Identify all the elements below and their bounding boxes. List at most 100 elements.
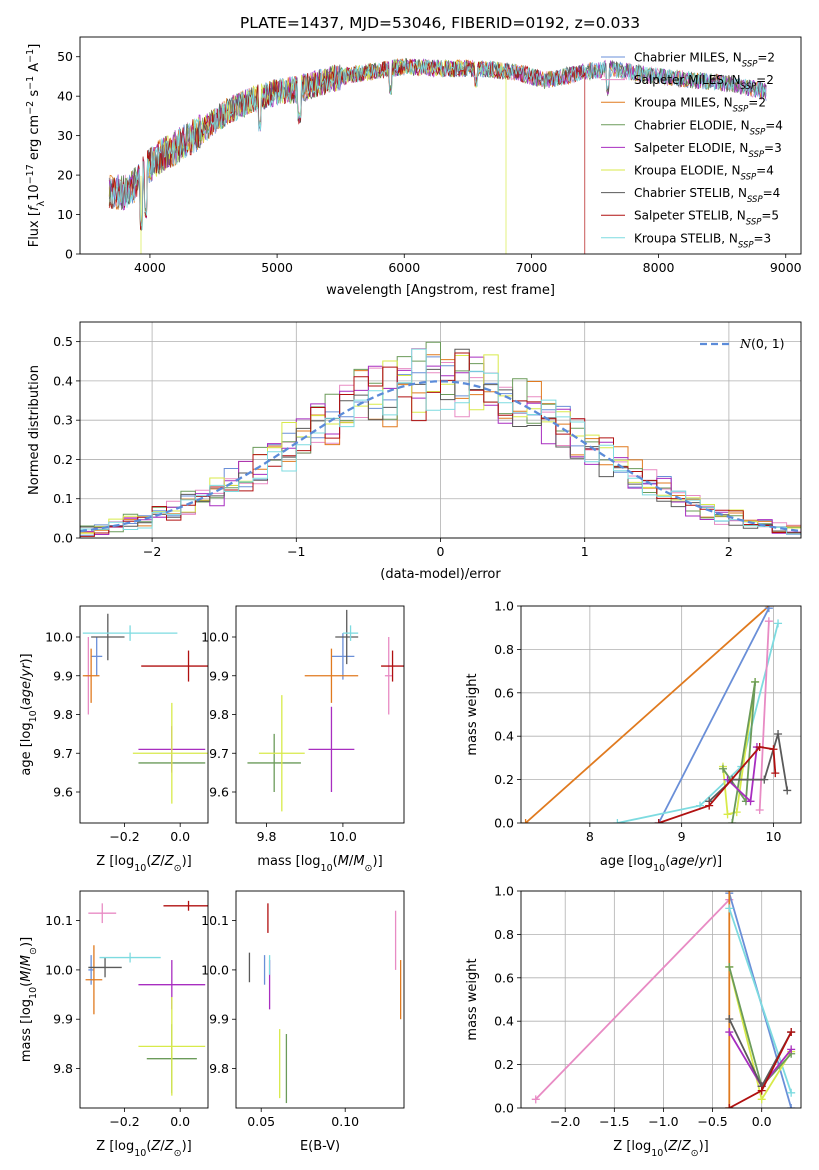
marker — [613, 819, 622, 823]
y-tick-label: 10.0 — [201, 630, 229, 645]
errorbar-salpeter-elodie — [308, 706, 355, 792]
x-tick-label: 9.8 — [257, 829, 277, 844]
marker — [718, 764, 727, 773]
y-tick-label: 40 — [57, 89, 73, 104]
y-tick-label: 0.0 — [494, 816, 514, 831]
errorbar-salpeter-stelib — [141, 650, 208, 682]
x-tick-label: 0.0 — [170, 1114, 190, 1129]
mass-vs-Z-axis-labels: Z [log10(Z/Z⊙)] mass [log10(M/M⊙)] — [19, 937, 192, 1159]
marker — [783, 786, 792, 795]
legend-label: N(0, 1) — [739, 336, 785, 351]
errorbar-chabrier-stelib — [91, 613, 125, 661]
series-salpeter-stelib — [725, 1028, 796, 1108]
y-tick-label: 0.8 — [494, 642, 514, 657]
marker — [705, 801, 714, 810]
errorbar-salpeter-stelib — [163, 900, 208, 911]
legend-label: Salpeter MILES, NSSP=2 — [634, 73, 774, 92]
weight-vs-age-frame — [520, 605, 802, 824]
y-tick-label: 0.2 — [494, 772, 514, 787]
y-axis-label: age [log10(age/yr)] — [19, 653, 39, 775]
y-tick-label: 0.8 — [494, 927, 514, 942]
y-tick-label: 0.0 — [494, 1101, 514, 1116]
errorbar-chabrier-elodie — [247, 733, 301, 792]
marker — [521, 819, 530, 823]
y-tick-label: 9.8 — [53, 707, 73, 722]
errorbar-salpeter-miles — [88, 903, 117, 924]
y-tick-label: 10.0 — [45, 630, 73, 645]
x-tick-label: 6000 — [388, 260, 420, 275]
marker — [751, 677, 760, 686]
series-line — [617, 623, 779, 823]
age-vs-Z-axis-labels: Z [log10(Z/Z⊙)] age [log10(age/yr)] — [19, 653, 192, 873]
weight-vs-age-axis-labels: age [log10(age/yr)] mass weight — [465, 673, 722, 873]
y-tick-label: 10.0 — [201, 962, 229, 977]
x-tick-label: 5000 — [261, 260, 293, 275]
y-tick-label: 9.9 — [53, 1012, 73, 1027]
errorbar-kroupa-elodie — [132, 702, 208, 804]
marker — [755, 743, 764, 752]
x-tick-label: −0.5 — [697, 1114, 727, 1129]
y-tick-label: 0.0 — [53, 531, 73, 546]
x-tick-label: 8 — [586, 829, 594, 844]
age-vs-mass-frame — [235, 605, 405, 824]
mass-vs-ebv-axis-labels: E(B-V) — [300, 1139, 340, 1154]
y-tick-label: 1.0 — [494, 884, 514, 899]
y-tick-label: 0.1 — [53, 491, 73, 506]
series-line — [758, 621, 770, 811]
y-axis-label: Flux [fλ10−17 erg cm−2 s−1 A−1] — [25, 44, 47, 248]
x-tick-label: 4000 — [134, 260, 166, 275]
mass-vs-Z-axes: −0.2 0.0 9.8 9.9 10.0 10.1 — [45, 913, 190, 1129]
y-tick-label: 9.7 — [209, 746, 229, 761]
spectrum-axes: 4000 5000 6000 7000 8000 9000 0 10 20 30 40 50 — [57, 49, 802, 275]
mass-vs-ebv-axes: 0.05 0.10 9.8 9.9 10.0 10.1 — [201, 913, 359, 1129]
x-tick-label: −2 — [143, 544, 161, 559]
spectrum-legend: Chabrier MILES, NSSP=2 Salpeter MILES, NS… — [601, 51, 783, 250]
y-tick-label: 0.6 — [494, 685, 514, 700]
age-vs-mass-axes: 9.8 10.0 9.6 9.7 9.8 9.9 10.0 — [201, 630, 357, 845]
errorbar-kroupa-stelib — [82, 625, 178, 641]
mass-vs-Z-points — [85, 900, 208, 1096]
errorbar-kroupa-stelib — [99, 952, 161, 963]
errorbar-chabrier-stelib — [88, 957, 122, 978]
weight-vs-Z-axis-labels: Z [log10(Z/Z⊙)] mass weight — [465, 958, 709, 1158]
y-tick-label: 0.3 — [53, 413, 73, 428]
errorbar-kroupa-miles — [82, 648, 100, 703]
age-vs-Z-frame — [79, 605, 209, 824]
x-tick-label: 9 — [678, 829, 686, 844]
y-axis-label: mass weight — [465, 673, 480, 755]
y-tick-label: 50 — [57, 49, 73, 64]
y-tick-label: 9.6 — [209, 785, 229, 800]
y-tick-label: 0.2 — [53, 452, 73, 467]
x-tick-label: −0.2 — [109, 1114, 139, 1129]
legend-label: Kroupa MILES, NSSP=2 — [634, 96, 766, 115]
weight-vs-age-axes: 8 9 10 0.0 0.2 0.4 0.6 0.8 1.0 — [494, 599, 801, 844]
x-tick-label: 10 — [766, 829, 782, 844]
marker — [787, 1028, 796, 1037]
histogram-kroupa-stelib — [80, 348, 801, 538]
spectrum-axis-labels: wavelength [Angstrom, rest frame] Flux [f… — [25, 44, 555, 298]
x-tick-label: −0.2 — [109, 829, 139, 844]
y-tick-label: 0.4 — [494, 729, 514, 744]
y-tick-label: 0.4 — [494, 1014, 514, 1029]
marker — [723, 810, 732, 819]
y-tick-label: 1.0 — [494, 599, 514, 614]
x-tick-label: 1 — [581, 544, 589, 559]
y-tick-label: 9.8 — [209, 707, 229, 722]
y-axis-label: Normed distribution — [27, 365, 42, 495]
marker — [757, 1086, 766, 1095]
legend-label: Chabrier ELODIE, NSSP=4 — [634, 118, 783, 137]
x-tick-label: 0.10 — [331, 1114, 359, 1129]
marker — [746, 797, 755, 806]
y-tick-label: 0 — [65, 247, 73, 262]
y-tick-label: 0.4 — [53, 373, 73, 388]
marker — [755, 805, 764, 814]
age-vs-mass-points — [247, 609, 404, 812]
x-axis-label: Z [log10(Z/Z⊙)] — [613, 1139, 708, 1159]
marker — [728, 819, 737, 823]
series-salpeter-miles — [755, 617, 773, 814]
marker — [725, 962, 734, 971]
residual-histograms — [80, 341, 801, 538]
y-tick-label: 0.2 — [494, 1057, 514, 1072]
y-axis-label: mass weight — [465, 958, 480, 1040]
